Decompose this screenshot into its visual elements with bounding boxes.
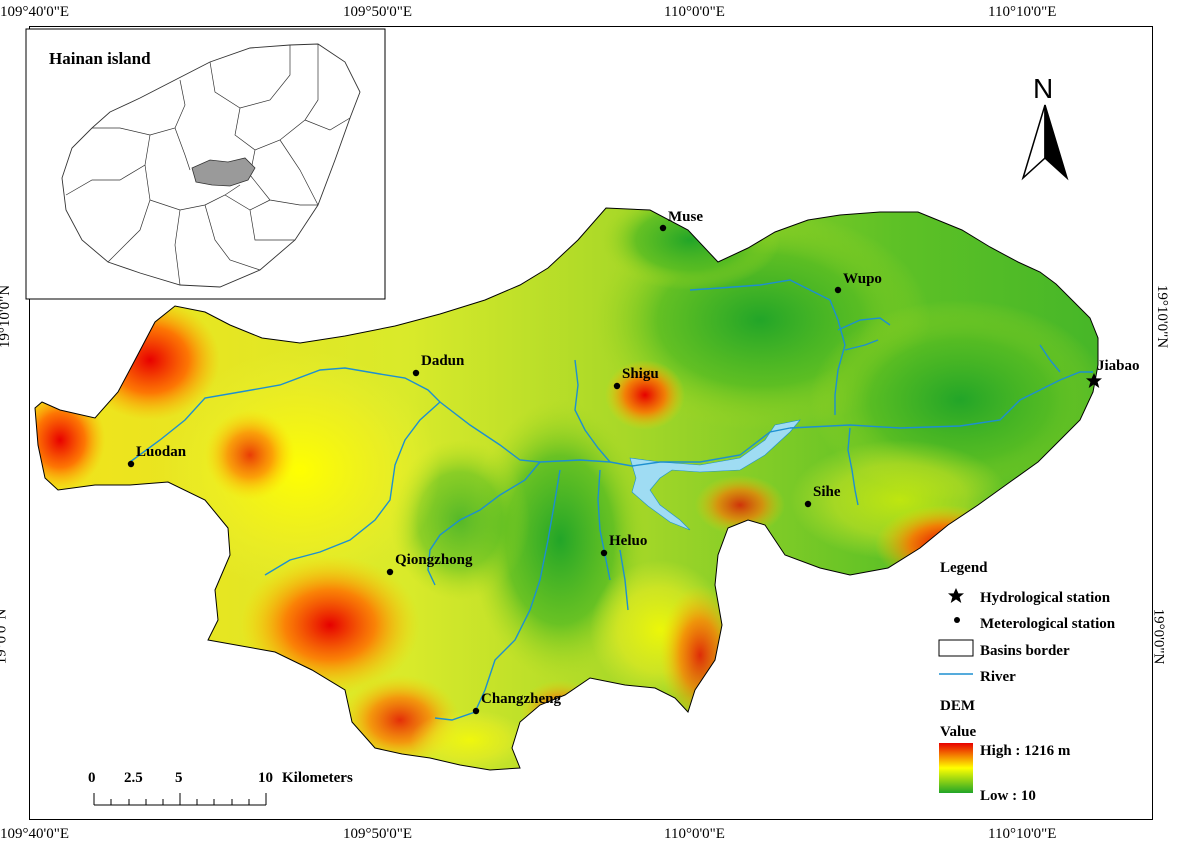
- station-label-sihe: Sihe: [813, 484, 841, 500]
- station-dot-luodan: [127, 460, 135, 468]
- station-label-changzheng: Changzheng: [481, 691, 562, 707]
- legend-dot-icon: [954, 617, 960, 623]
- legend: Legend Hydrological station Meterologica…: [938, 560, 1116, 804]
- lon-tick-bottom-2: 109°50'0"E: [343, 826, 412, 842]
- lon-tick-bottom-3: 110°0'0"E: [664, 826, 725, 842]
- station-dot-changzheng: [472, 707, 480, 715]
- meteorological-stations: Muse Wupo Dadun Shigu Jiabao Luodan Sihe…: [127, 209, 1140, 715]
- lon-tick-bottom-4: 110°10'0"E: [988, 826, 1057, 842]
- station-dot-dadun: [412, 369, 420, 377]
- lon-tick-top-4: 110°10'0"E: [988, 4, 1057, 20]
- legend-star-icon: [948, 588, 964, 603]
- station-label-shigu: Shigu: [622, 366, 659, 382]
- north-label: N: [1033, 73, 1053, 104]
- map-frame: [29, 26, 1153, 820]
- station-dot-sihe: [804, 500, 812, 508]
- station-dot-qiongzhong: [386, 568, 394, 576]
- scale-tick-10: 10: [258, 770, 273, 786]
- reservoir: [629, 419, 801, 531]
- station-dot-muse: [659, 224, 667, 232]
- north-arrow-icon: N: [1021, 73, 1069, 181]
- station-label-wupo: Wupo: [843, 271, 882, 287]
- scale-unit: Kilometers: [282, 770, 353, 786]
- study-area-highlight: [191, 157, 256, 187]
- station-label-heluo: Heluo: [609, 533, 647, 549]
- station-label-dadun: Dadun: [421, 353, 465, 369]
- legend-rectangle-icon: [938, 639, 974, 657]
- lon-tick-top-3: 110°0'0"E: [664, 4, 725, 20]
- legend-low-label: Low : 10: [980, 788, 1036, 804]
- legend-value-title: Value: [940, 724, 976, 740]
- scale-tick-0: 0: [88, 770, 96, 786]
- station-label-jiabao: Jiabao: [1097, 358, 1140, 374]
- legend-hydrological-label: Hydrological station: [980, 590, 1111, 606]
- station-dot-shigu: [613, 382, 621, 390]
- lon-tick-bottom-1: 109°40'0"E: [0, 826, 69, 842]
- inset-title: Hainan island: [49, 49, 151, 68]
- hydrological-station-star-icon: [1086, 373, 1102, 388]
- scale-tick-5: 5: [175, 770, 183, 786]
- inset-map: Hainan island: [25, 28, 386, 300]
- legend-title: Legend: [940, 560, 988, 576]
- lon-tick-top-2: 109°50'0"E: [343, 4, 412, 20]
- legend-river-label: River: [980, 669, 1016, 685]
- legend-high-label: High : 1216 m: [980, 743, 1071, 759]
- river-network: [129, 279, 1093, 721]
- station-dot-heluo: [600, 549, 608, 557]
- station-label-muse: Muse: [668, 209, 703, 225]
- station-label-qiongzhong: Qiongzhong: [395, 552, 473, 568]
- legend-dem-ramp: [939, 743, 973, 793]
- station-label-luodan: Luodan: [136, 444, 187, 460]
- scale-tick-2-5: 2.5: [124, 770, 143, 786]
- scale-bar: 0 2.5 5 10 Kilometers: [88, 770, 353, 806]
- lon-tick-top-1: 109°40'0"E: [0, 4, 69, 20]
- station-dot-wupo: [834, 286, 842, 294]
- legend-meteorological-label: Meterological station: [980, 616, 1116, 632]
- legend-basin-label: Basins border: [980, 643, 1070, 659]
- legend-dem-title: DEM: [940, 698, 975, 714]
